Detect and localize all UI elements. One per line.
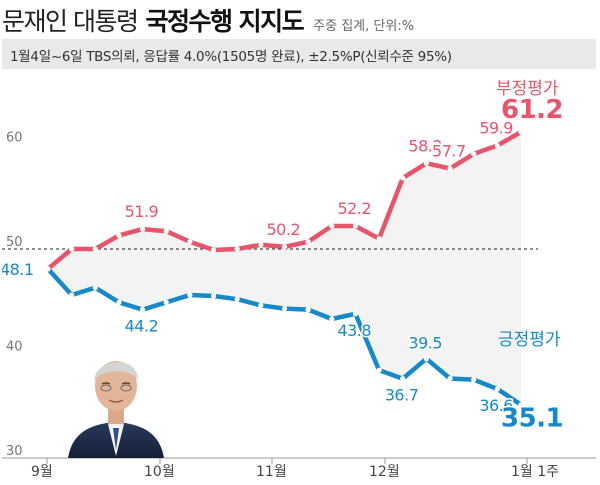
subtitle: 1월4일~6일 TBS의뢰, 응답률 4.0%(1505명 완료), ±2.5%… xyxy=(10,49,452,65)
data-label: 39.5 xyxy=(408,334,442,353)
chart-title-bold: 국정수행 지지도 xyxy=(145,7,304,36)
data-point xyxy=(471,151,477,157)
data-point xyxy=(494,386,500,392)
chart-title: 문재인 대통령 xyxy=(2,7,139,36)
data-point xyxy=(92,246,98,252)
data-point xyxy=(400,375,406,382)
data-label: 50.2 xyxy=(267,220,301,239)
data-point xyxy=(234,246,240,252)
president-portrait xyxy=(68,361,164,458)
y-tick-label: 50 xyxy=(6,235,23,250)
data-point xyxy=(494,142,500,149)
x-tick-label: 9월 xyxy=(31,464,53,480)
data-label: 48.1 xyxy=(2,260,34,279)
y-tick-label: 40 xyxy=(6,340,23,355)
data-label: 36.7 xyxy=(385,386,419,405)
line-chart: 30 40 50 60 9월 10월 11월 12월 1월 1주 51.9 50.2 52.2 58.2… xyxy=(2,79,596,480)
data-point xyxy=(305,307,311,313)
data-label: 36.6 xyxy=(479,396,513,415)
chart-card: 문재인 대통령 국정수행 지지도 주중 집계, 단위:% 1월4일~6일 TBS… xyxy=(2,2,596,482)
data-point xyxy=(281,244,288,250)
data-point xyxy=(69,292,75,298)
negative-series-name: 부정평가 xyxy=(496,79,559,99)
data-point xyxy=(305,239,311,245)
data-point xyxy=(69,246,75,252)
data-point xyxy=(234,296,240,302)
data-label: 52.2 xyxy=(337,199,371,218)
data-point xyxy=(423,160,429,166)
data-label: 61.2 xyxy=(501,95,563,125)
data-label: 59.9 xyxy=(479,119,513,138)
data-point xyxy=(329,316,335,322)
data-point xyxy=(163,299,169,305)
data-point xyxy=(163,228,169,234)
data-point xyxy=(210,293,217,299)
data-label: 44.2 xyxy=(125,317,159,336)
title-row: 문재인 대통령 국정수행 지지도 주중 집계, 단위:% xyxy=(2,2,414,38)
data-point xyxy=(116,232,122,239)
data-point xyxy=(518,402,524,408)
data-point xyxy=(447,165,453,172)
data-point xyxy=(447,375,453,382)
data-point xyxy=(258,242,264,248)
data-point xyxy=(376,367,382,373)
data-point xyxy=(258,302,264,309)
data-point xyxy=(210,247,217,253)
gap-area xyxy=(48,132,521,405)
data-point xyxy=(471,377,477,383)
data-point xyxy=(329,223,335,229)
data-point xyxy=(281,305,288,312)
data-point xyxy=(376,235,382,242)
data-point xyxy=(187,239,193,245)
data-label: 43.8 xyxy=(337,321,371,340)
positive-series-name: 긍정평가 xyxy=(498,330,561,350)
data-point xyxy=(140,226,146,232)
x-tick-label: 1월 1주 xyxy=(511,464,559,480)
unit-note: 주중 집계, 단위:% xyxy=(313,19,415,34)
data-point xyxy=(352,311,359,317)
data-point xyxy=(400,175,406,181)
data-point xyxy=(45,266,51,272)
data-point xyxy=(187,292,193,298)
data-label: 35.1 xyxy=(501,404,563,434)
data-point xyxy=(352,223,359,229)
data-label: 57.7 xyxy=(432,142,466,161)
y-tick-label: 30 xyxy=(6,444,23,459)
y-tick-label: 60 xyxy=(6,131,23,146)
data-point xyxy=(423,356,429,362)
data-label: 51.9 xyxy=(125,202,159,221)
data-label: 58.2 xyxy=(408,136,442,155)
data-point xyxy=(140,307,146,313)
data-point xyxy=(518,129,524,135)
subtitle-bar: 1월4일~6일 TBS의뢰, 응답률 4.0%(1505명 완료), ±2.5%… xyxy=(2,39,596,69)
data-point xyxy=(92,285,98,291)
x-tick-label: 10월 xyxy=(144,464,175,480)
data-point xyxy=(116,299,122,305)
x-tick-label: 11월 xyxy=(256,464,287,480)
x-tick-label: 12월 xyxy=(369,464,400,480)
